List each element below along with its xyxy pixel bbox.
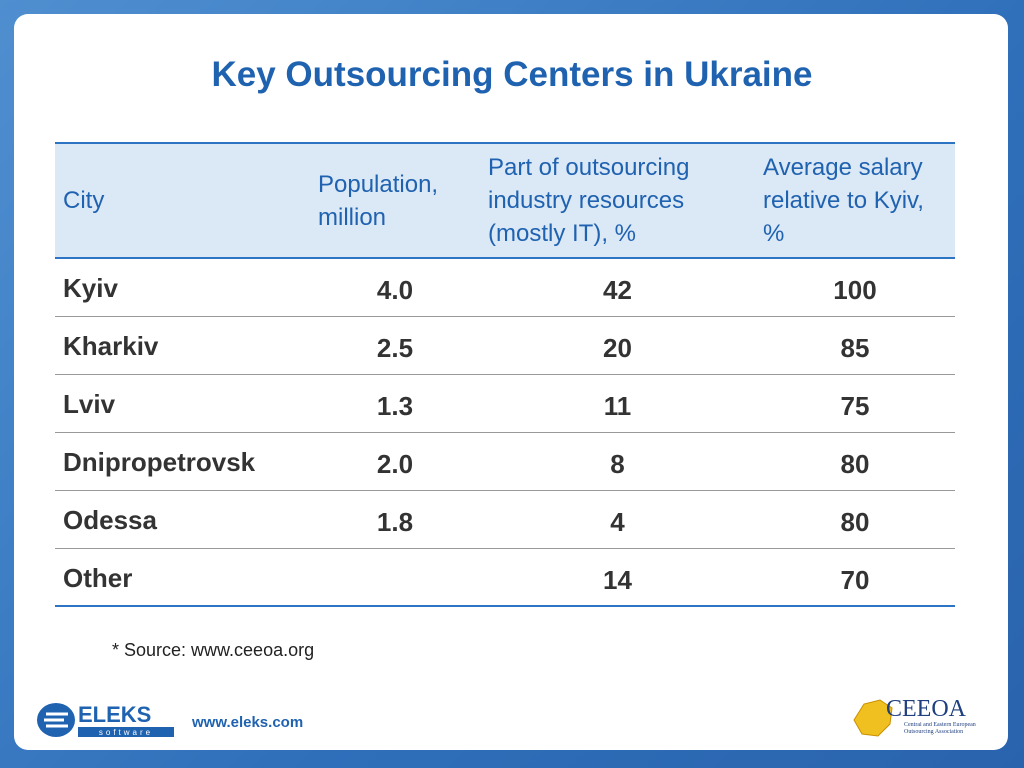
city-cell: Odessa [55, 490, 310, 549]
value-cell: 2.5 [310, 316, 480, 375]
eleks-logo: ELEKS software [37, 702, 174, 737]
column-header: Average salary relative to Kyiv, % [763, 154, 924, 247]
column-header: City [63, 187, 105, 214]
logo-text: ELEKS [78, 702, 151, 727]
value-cell: 1.8 [310, 490, 480, 549]
table-row: Dnipropetrovsk 2.0 8 80 [55, 432, 955, 491]
value-cell: 85 [755, 316, 955, 375]
logo-sub: Central and Eastern European Outsourcing… [904, 722, 976, 735]
footnote: * Source: www.ceeoa.org [112, 640, 315, 660]
value-cell: 20 [480, 316, 755, 375]
value-cell: 100 [755, 258, 955, 317]
value-cell: 70 [755, 548, 955, 607]
column-header: Part of outsourcing industry resources (… [488, 154, 690, 247]
table-row: Lviv 1.3 11 75 [55, 374, 955, 433]
value-cell [310, 548, 480, 607]
value-cell: 8 [480, 432, 755, 491]
value-cell: 11 [480, 374, 755, 433]
city-cell: Kyiv [55, 258, 310, 317]
value-cell: 2.0 [310, 432, 480, 491]
table-row: Kyiv 4.0 42 100 [55, 258, 955, 317]
table-header: City Population, million Part of outsourci… [55, 143, 955, 258]
value-cell: 80 [755, 432, 955, 491]
city-cell: Dnipropetrovsk [55, 432, 310, 491]
value-cell: 14 [480, 548, 755, 607]
value-cell: 4 [480, 490, 755, 549]
city-cell: Kharkiv [55, 316, 310, 375]
table-row: Kharkiv 2.5 20 85 [55, 316, 955, 375]
value-cell: 4.0 [310, 258, 480, 317]
value-cell: 75 [755, 374, 955, 433]
logo-text: CEEOA [886, 696, 967, 722]
table-row: Odessa 1.8 4 80 [55, 490, 955, 549]
city-cell: Lviv [55, 374, 310, 433]
title: Key Outsourcing Centers in Ukraine [211, 55, 813, 94]
url: www.eleks.com [192, 714, 304, 731]
header-row: City Population, million Part of outsourci… [55, 143, 955, 258]
table-body: Kyiv 4.0 42 100 Kharkiv 2.5 20 85 Lviv 1.3 11 75 Dni… [55, 258, 955, 607]
table-row: Other 14 70 [55, 548, 955, 607]
value-cell: 1.3 [310, 374, 480, 433]
ceeoa-logo: CEEOA Central and Eastern European Outso… [853, 696, 976, 737]
logo-sub: software [99, 728, 153, 737]
value-cell: 80 [755, 490, 955, 549]
value-cell: 42 [480, 258, 755, 317]
city-cell: Other [55, 548, 310, 607]
column-header: Population, million [318, 170, 439, 231]
table: City Population, million Part of outsourci… [55, 142, 955, 607]
